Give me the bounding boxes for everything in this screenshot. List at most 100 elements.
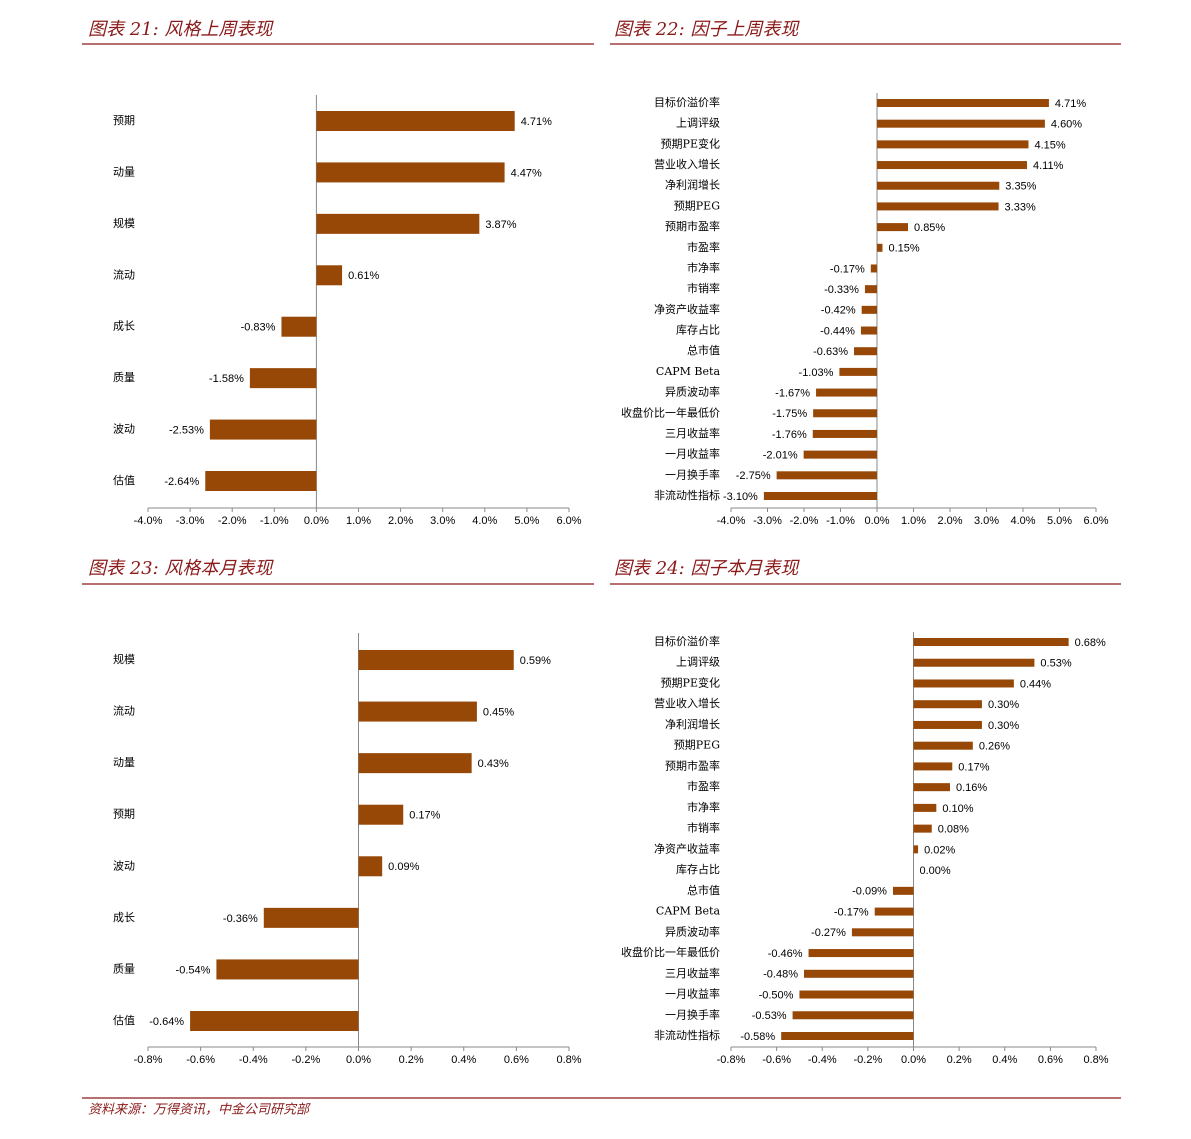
bar [913, 658, 1035, 667]
bar [249, 368, 317, 389]
bar [913, 741, 973, 750]
x-tick-label: 5.0% [514, 515, 539, 527]
value-label: -0.53% [752, 1010, 787, 1022]
value-label: -1.75% [772, 408, 807, 420]
x-tick-label: 0.8% [1083, 1054, 1108, 1066]
x-tick-label: 0.6% [1038, 1054, 1063, 1066]
bar [776, 471, 877, 480]
bar [877, 140, 1029, 149]
category-label: 目标价溢价率 [654, 95, 720, 109]
bar [799, 990, 914, 999]
x-tick-label: 2.0% [937, 515, 962, 527]
bar [216, 959, 359, 980]
category-label: 库存占比 [676, 862, 720, 876]
category-label: 净利润增长 [665, 717, 720, 731]
bar [877, 243, 883, 252]
x-tick-label: 0.2% [399, 1054, 424, 1066]
value-label: 0.15% [888, 243, 919, 255]
bar [913, 824, 932, 833]
x-tick-label: -0.6% [186, 1054, 215, 1066]
bar [861, 305, 877, 314]
value-label: 0.44% [1020, 678, 1051, 690]
bar [803, 450, 877, 459]
category-label: 预期 [113, 808, 135, 821]
value-label: 4.47% [511, 167, 542, 179]
chart-title: 图表 22: 因子上周表现 [614, 19, 800, 40]
bar [358, 856, 383, 877]
category-label: 预期PE变化 [661, 136, 720, 150]
value-label: 3.33% [1005, 201, 1036, 213]
category-label: 动量 [113, 756, 135, 769]
value-label: -0.83% [241, 322, 276, 334]
value-label: -2.64% [164, 476, 199, 488]
value-label: 0.17% [958, 761, 989, 773]
bar [877, 161, 1028, 170]
bar [358, 701, 477, 722]
category-label: 净资产收益率 [654, 302, 720, 316]
bar [892, 886, 914, 895]
value-label: -3.10% [723, 491, 758, 503]
value-label: -2.01% [763, 450, 798, 462]
bar [877, 223, 909, 232]
category-label: 市净率 [687, 800, 720, 814]
value-label: -0.44% [820, 325, 855, 337]
category-label: 营业收入增长 [654, 696, 720, 710]
x-tick-label: -4.0% [134, 515, 163, 527]
chart-title: 图表 21: 风格上周表现 [88, 19, 274, 40]
bar [209, 419, 317, 440]
category-label: 预期PEG [674, 199, 720, 212]
value-label: 0.30% [988, 720, 1019, 732]
category-label: 市销率 [687, 281, 720, 295]
value-label: -0.46% [768, 948, 803, 960]
bar [913, 720, 982, 729]
value-label: 3.35% [1005, 181, 1036, 193]
bar [804, 969, 914, 978]
x-tick-label: 0.0% [901, 1054, 926, 1066]
value-label: 0.17% [409, 810, 440, 822]
bar [877, 202, 999, 211]
value-label: 3.87% [485, 219, 516, 231]
category-label: 净利润增长 [665, 178, 720, 192]
category-label: 预期市盈率 [665, 219, 720, 233]
category-label: CAPM Beta [656, 365, 721, 378]
bar [839, 367, 877, 376]
value-label: 0.53% [1040, 658, 1071, 670]
bar [205, 471, 317, 491]
bar [812, 429, 877, 438]
value-label: -1.76% [772, 429, 807, 441]
bar [316, 162, 505, 183]
value-label: 4.71% [521, 116, 552, 128]
bar [281, 316, 317, 337]
category-label: 规模 [113, 652, 135, 666]
source: 资料来源：万得资讯，中金公司研究部 [88, 1102, 311, 1118]
value-label: -0.09% [852, 886, 887, 898]
value-label: 0.30% [988, 699, 1019, 711]
category-label: 一月收益率 [665, 447, 720, 461]
bar [316, 265, 343, 286]
category-label: 异质波动率 [665, 385, 720, 399]
bar [877, 119, 1045, 128]
bar [316, 213, 480, 234]
bar [358, 650, 514, 670]
value-label: 0.85% [914, 222, 945, 234]
value-label: 4.15% [1034, 139, 1065, 151]
category-label: CAPM Beta [656, 905, 721, 918]
x-tick-label: -4.0% [717, 515, 746, 527]
category-label: 成长 [113, 320, 135, 333]
bar [854, 347, 877, 356]
bar [913, 845, 919, 854]
category-label: 库存占比 [676, 323, 720, 337]
x-tick-label: 1.0% [346, 515, 371, 527]
category-label: 三月收益率 [665, 426, 720, 440]
bar [913, 803, 937, 812]
value-label: -2.53% [169, 424, 204, 436]
bar [913, 638, 1069, 646]
category-label: 预期市盈率 [665, 758, 720, 772]
category-label: 估值 [113, 474, 135, 487]
category-label: 上调评级 [676, 656, 720, 669]
bar [316, 111, 515, 131]
value-label: 0.43% [478, 758, 509, 770]
category-label: 波动 [113, 423, 135, 436]
value-label: -0.17% [834, 906, 869, 918]
x-tick-label: 0.6% [504, 1054, 529, 1066]
